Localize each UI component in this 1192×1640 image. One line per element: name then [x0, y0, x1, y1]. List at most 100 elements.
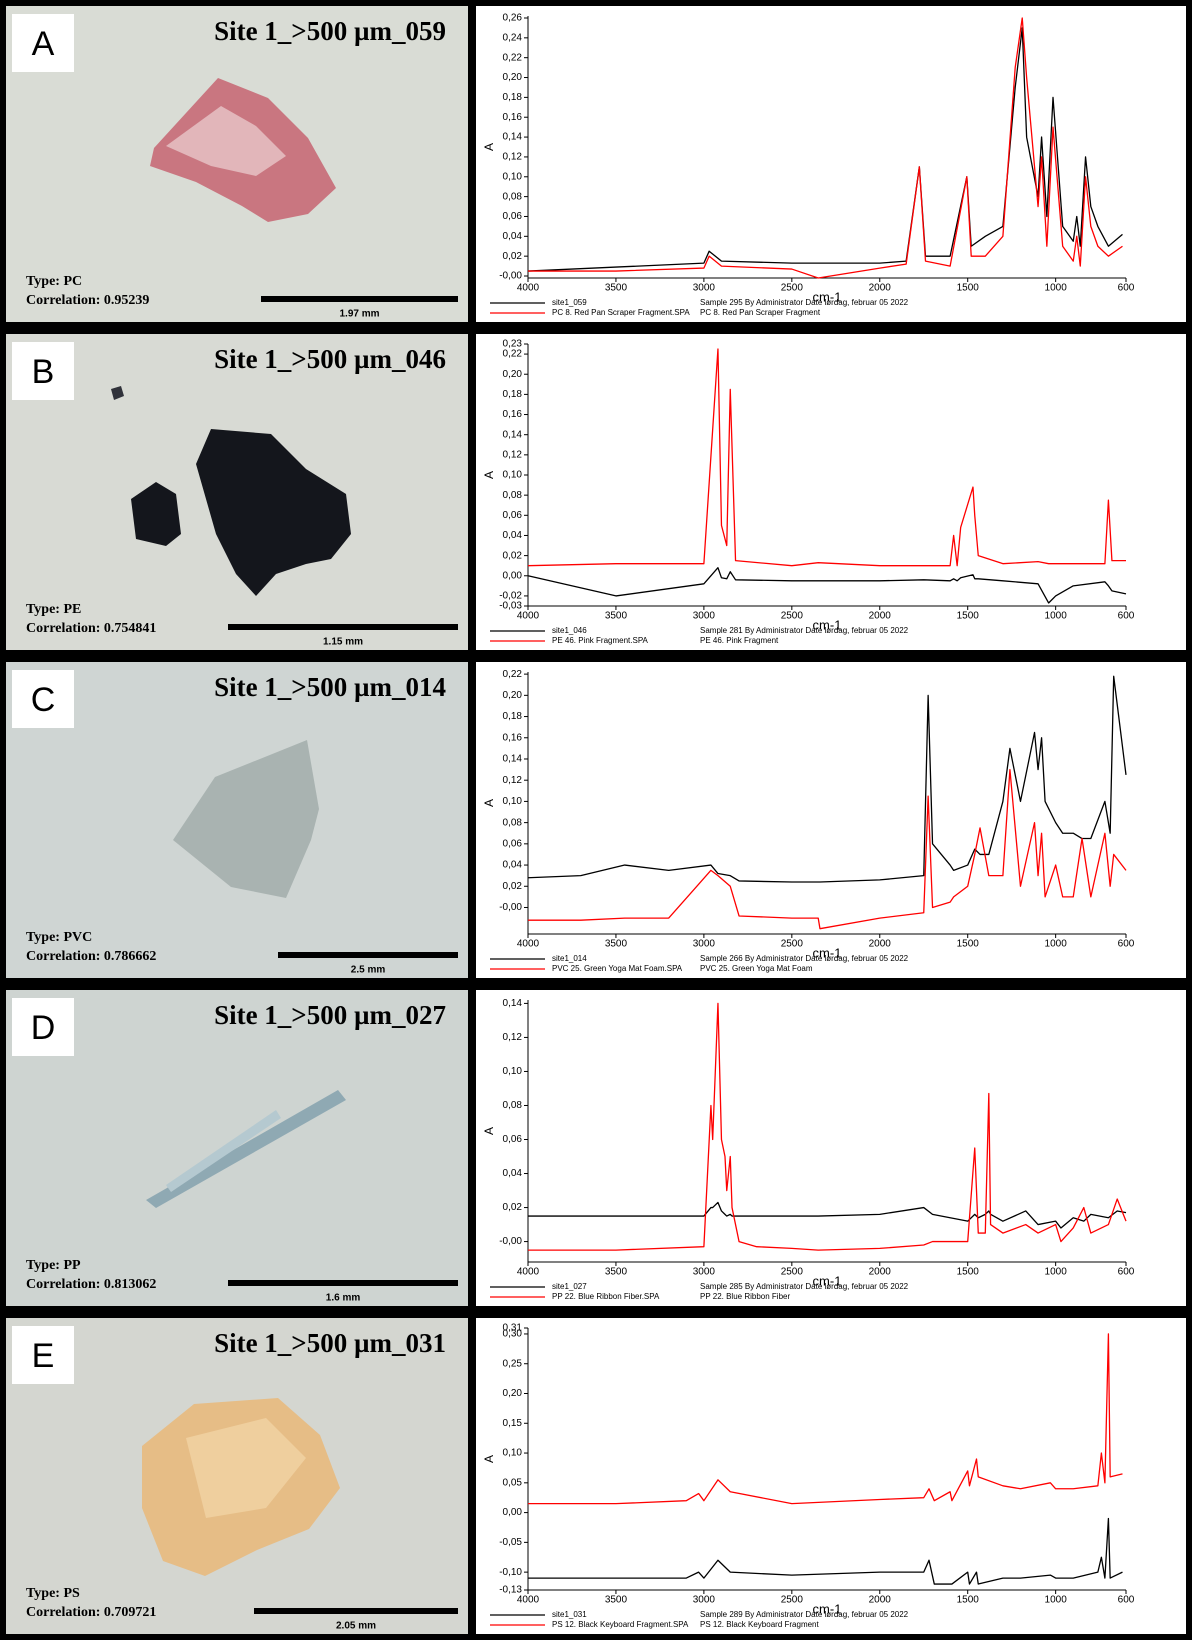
y-tick-label: 0,20	[503, 1388, 523, 1399]
type-label: Type: PS	[26, 1586, 80, 1601]
y-tick-label: 0,05	[503, 1477, 523, 1488]
x-tick-label: 4000	[517, 283, 540, 294]
scale-bar	[278, 952, 458, 958]
y-tick-label: 0,06	[503, 838, 523, 849]
y-tick-label: -0,00	[499, 1236, 522, 1247]
legend-name: PE 46. Pink Fragment.SPA	[552, 636, 649, 645]
y-tick-label: 0,10	[503, 470, 523, 481]
y-tick-label: -0,10	[499, 1567, 522, 1578]
y-axis-label: A	[482, 471, 496, 479]
y-tick-label: 0,06	[503, 211, 523, 222]
x-tick-label: 2000	[869, 1267, 892, 1278]
panel-letter: B	[32, 353, 55, 391]
figure: ASite 1_>500 µm_059Type: PCCorrelation: …	[0, 0, 1192, 1640]
y-tick-label: 0,04	[503, 231, 523, 242]
legend-description: PS 12. Black Keyboard Fragment	[700, 1620, 820, 1629]
x-tick-label: 600	[1118, 611, 1135, 622]
x-tick-label: 1500	[957, 1267, 980, 1278]
spectrum-panel: -0,000,020,040,060,080,100,120,144000350…	[476, 990, 1186, 1306]
scale-label: 1.6 mm	[326, 1293, 361, 1304]
x-tick-label: 1000	[1045, 1595, 1068, 1606]
scale-label: 2.05 mm	[336, 1621, 376, 1632]
x-tick-label: 1500	[957, 283, 980, 294]
type-label: Type: PC	[26, 274, 82, 289]
y-tick-label: 0,25	[503, 1358, 523, 1369]
correlation-label: Correlation: 0.813062	[26, 1277, 156, 1292]
y-axis-label: A	[482, 799, 496, 807]
x-tick-label: 2500	[781, 611, 804, 622]
y-tick-label: 0,18	[503, 92, 523, 103]
x-tick-label: 3500	[605, 1595, 628, 1606]
scale-bar	[228, 1280, 458, 1286]
y-tick-label: 0,23	[503, 339, 523, 350]
y-tick-label: 0,14	[503, 998, 523, 1009]
photo-panel: DSite 1_>500 µm_027Type: PPCorrelation: …	[6, 990, 468, 1306]
legend-name: PP 22. Blue Ribbon Fiber.SPA	[552, 1292, 660, 1301]
panel-title: Site 1_>500 µm_014	[214, 672, 446, 702]
y-tick-label: 0,22	[503, 52, 523, 63]
y-tick-label: 0,24	[503, 32, 523, 43]
y-tick-label: 0,04	[503, 530, 523, 541]
spectrum-panel: -0,13-0,10-0,050,000,050,100,150,200,250…	[476, 1318, 1186, 1634]
y-tick-label: 0,20	[503, 72, 523, 83]
panel-title: Site 1_>500 µm_027	[214, 1000, 446, 1030]
y-tick-label: 0,12	[503, 775, 523, 786]
panel-title: Site 1_>500 µm_046	[214, 344, 446, 374]
chart-background	[476, 990, 1186, 1306]
page: ASite 1_>500 µm_059Type: PCCorrelation: …	[0, 0, 1192, 1640]
legend-name: site1_027	[552, 1282, 587, 1291]
panel-letter: E	[32, 1337, 55, 1375]
x-tick-label: 1500	[957, 939, 980, 950]
chart-background	[476, 662, 1186, 978]
y-tick-label: 0,16	[503, 409, 523, 420]
type-label: Type: PE	[26, 602, 81, 617]
legend-description: PP 22. Blue Ribbon Fiber	[700, 1292, 790, 1301]
x-tick-label: 3500	[605, 283, 628, 294]
legend-name: PC 8. Red Pan Scraper Fragment.SPA	[552, 308, 690, 317]
spectrum-panel: -0,000,020,040,060,080,100,120,140,160,1…	[476, 662, 1186, 978]
photo-panel: B Site 1_>500 µm_046 Type: PE Correlation: …	[6, 334, 468, 650]
y-tick-label: 0,15	[503, 1418, 523, 1429]
chart-background	[476, 6, 1186, 322]
scale-label: 1.97 mm	[339, 309, 379, 320]
legend-description: Sample 285 By Administrator Date lørdag,…	[700, 1282, 909, 1291]
y-tick-label: 0,08	[503, 191, 523, 202]
y-tick-label: 0,02	[503, 1202, 523, 1213]
x-tick-label: 3500	[605, 1267, 628, 1278]
legend-description: Sample 281 By Administrator Date lørdag,…	[700, 626, 909, 635]
y-tick-label: 0,00	[503, 1507, 523, 1518]
legend-description: PC 8. Red Pan Scraper Fragment	[700, 308, 821, 317]
x-tick-label: 4000	[517, 1267, 540, 1278]
y-tick-label: -0,00	[499, 902, 522, 913]
legend-name: PS 12. Black Keyboard Fragment.SPA	[552, 1620, 689, 1629]
x-tick-label: 2500	[781, 1267, 804, 1278]
x-tick-label: 1000	[1045, 939, 1068, 950]
y-tick-label: 0,00	[503, 570, 523, 581]
y-tick-label: 0,18	[503, 389, 523, 400]
y-tick-label: -0,02	[499, 591, 522, 602]
y-tick-label: 0,10	[503, 1448, 523, 1459]
y-tick-label: 0,12	[503, 449, 523, 460]
y-tick-label: 0,14	[503, 429, 523, 440]
legend-description: PE 46. Pink Fragment	[700, 636, 779, 645]
y-tick-label: 0,10	[503, 1066, 523, 1077]
y-tick-label: 0,18	[503, 711, 523, 722]
correlation-label: Correlation: 0.754841	[26, 621, 156, 636]
x-tick-label: 1500	[957, 611, 980, 622]
spectrum-panel: -0,000,020,040,060,080,100,120,140,160,1…	[476, 6, 1186, 322]
legend-name: site1_059	[552, 298, 587, 307]
panel-title: Site 1_>500 µm_031	[214, 1328, 446, 1358]
x-tick-label: 2000	[869, 283, 892, 294]
x-tick-label: 2500	[781, 939, 804, 950]
y-tick-label: 0,08	[503, 1100, 523, 1111]
y-tick-label: 0,12	[503, 152, 523, 163]
scale-bar	[261, 296, 458, 302]
x-tick-label: 1500	[957, 1595, 980, 1606]
y-tick-label: 0,06	[503, 510, 523, 521]
y-tick-label: 0,14	[503, 754, 523, 765]
legend-name: PVC 25. Green Yoga Mat Foam.SPA	[552, 964, 683, 973]
y-tick-label: 0,22	[503, 669, 523, 680]
